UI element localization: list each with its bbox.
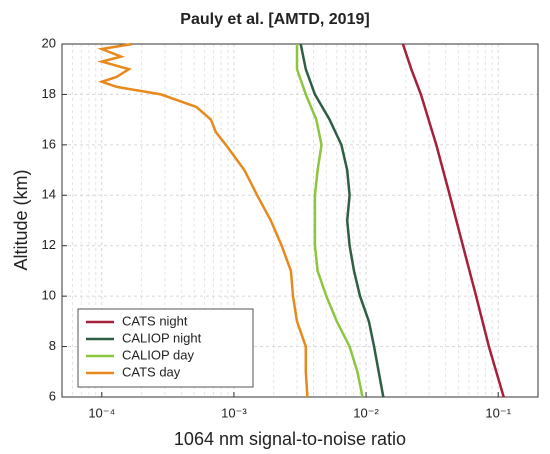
x-axis-label: 1064 nm signal-to-noise ratio: [174, 429, 406, 449]
x-tick-label: 10⁻¹: [485, 405, 511, 420]
series-line: [295, 44, 364, 398]
series-line: [401, 43, 505, 398]
legend-label: CALIOP day: [122, 347, 195, 362]
x-tick-label: 10⁻²: [353, 405, 379, 420]
x-tick-label: 10⁻³: [221, 405, 247, 420]
series-line: [97, 42, 309, 398]
y-axis-label: Altitude (km): [11, 169, 31, 270]
y-tick-label: 14: [42, 187, 56, 202]
legend-label: CATS night: [122, 313, 188, 328]
plot-frame: [61, 43, 539, 398]
series-line: [299, 43, 385, 398]
legend-label: CALIOP night: [122, 330, 202, 345]
chart-title: Pauly et al. [AMTD, 2019]: [180, 11, 369, 28]
x-tick-label: 10⁻⁴: [88, 405, 115, 420]
y-tick-label: 8: [49, 338, 56, 353]
y-tick-label: 16: [42, 136, 56, 151]
y-tick-label: 10: [42, 288, 56, 303]
y-tick-label: 6: [49, 388, 56, 403]
y-tick-label: 20: [42, 35, 56, 50]
y-tick-label: 12: [42, 237, 56, 252]
y-tick-label: 18: [42, 86, 56, 101]
legend-label: CATS day: [122, 364, 181, 379]
